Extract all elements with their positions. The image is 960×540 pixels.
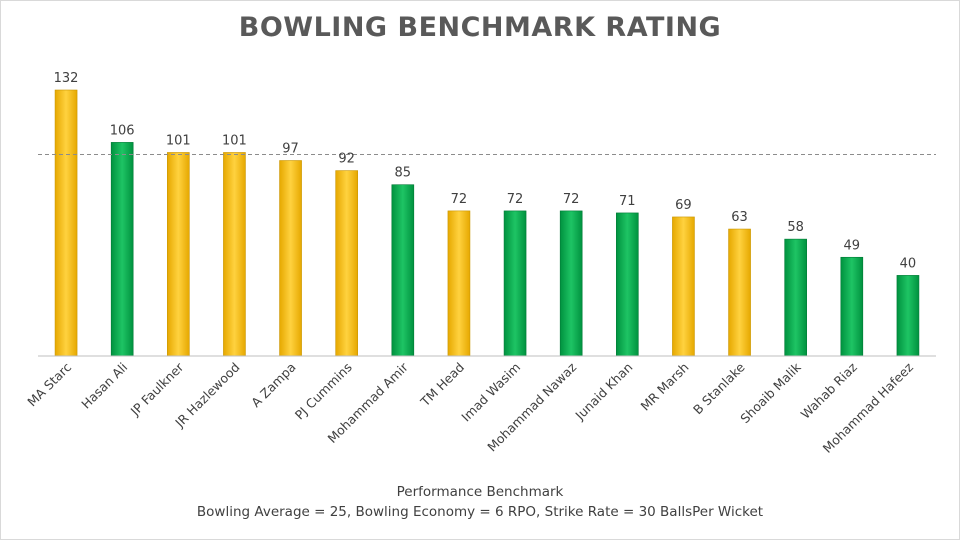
bar	[503, 210, 527, 357]
bar	[110, 142, 134, 357]
data-label: 63	[731, 210, 748, 225]
data-label: 101	[222, 133, 247, 148]
data-label: 71	[619, 194, 636, 209]
x-tick-label: TM Head	[417, 360, 467, 410]
bar	[391, 184, 415, 357]
data-label: 85	[395, 166, 412, 181]
data-label: 132	[54, 71, 79, 86]
bar	[616, 212, 639, 357]
data-label: 40	[900, 256, 917, 271]
x-axis-label: Performance Benchmark	[396, 484, 564, 500]
x-tick-label: JP Faulkner	[127, 359, 187, 419]
bar	[167, 152, 190, 357]
x-tick-label: MA Starc	[24, 359, 74, 409]
x-tick-label: Shoaib Malik	[737, 359, 804, 426]
data-label: 49	[844, 238, 861, 253]
bar	[840, 256, 864, 357]
bar	[672, 216, 695, 357]
x-tick-label: MR Marsh	[637, 360, 691, 414]
data-label: 58	[787, 220, 804, 235]
x-tick-label: Junaid Khan	[572, 360, 636, 424]
bar	[279, 160, 302, 357]
chart-title: BOWLING BENCHMARK RATING	[238, 12, 722, 43]
data-label: 97	[282, 142, 299, 157]
bar	[447, 210, 471, 357]
data-label: 106	[110, 123, 135, 138]
bar	[54, 89, 78, 357]
x-tick-label: PJ Cummins	[292, 360, 355, 423]
benchmark-description: Bowling Average = 25, Bowling Economy = …	[196, 504, 764, 520]
x-tick-label: Hasan Ali	[78, 360, 130, 412]
data-label: 72	[563, 192, 580, 207]
data-label: 72	[451, 192, 468, 207]
x-tick-label: A Zampa	[248, 360, 299, 411]
data-label: 92	[338, 152, 355, 167]
bar	[896, 275, 920, 357]
x-tick-label: Wahab Riaz	[798, 359, 861, 422]
bar	[223, 152, 246, 357]
data-label: 69	[675, 198, 692, 213]
bar	[559, 210, 583, 357]
bar	[728, 228, 751, 357]
bar	[784, 238, 807, 357]
bar	[335, 170, 358, 357]
data-label: 72	[507, 192, 524, 207]
data-label: 101	[166, 133, 191, 148]
x-tick-label: B Stanlake	[690, 359, 748, 417]
